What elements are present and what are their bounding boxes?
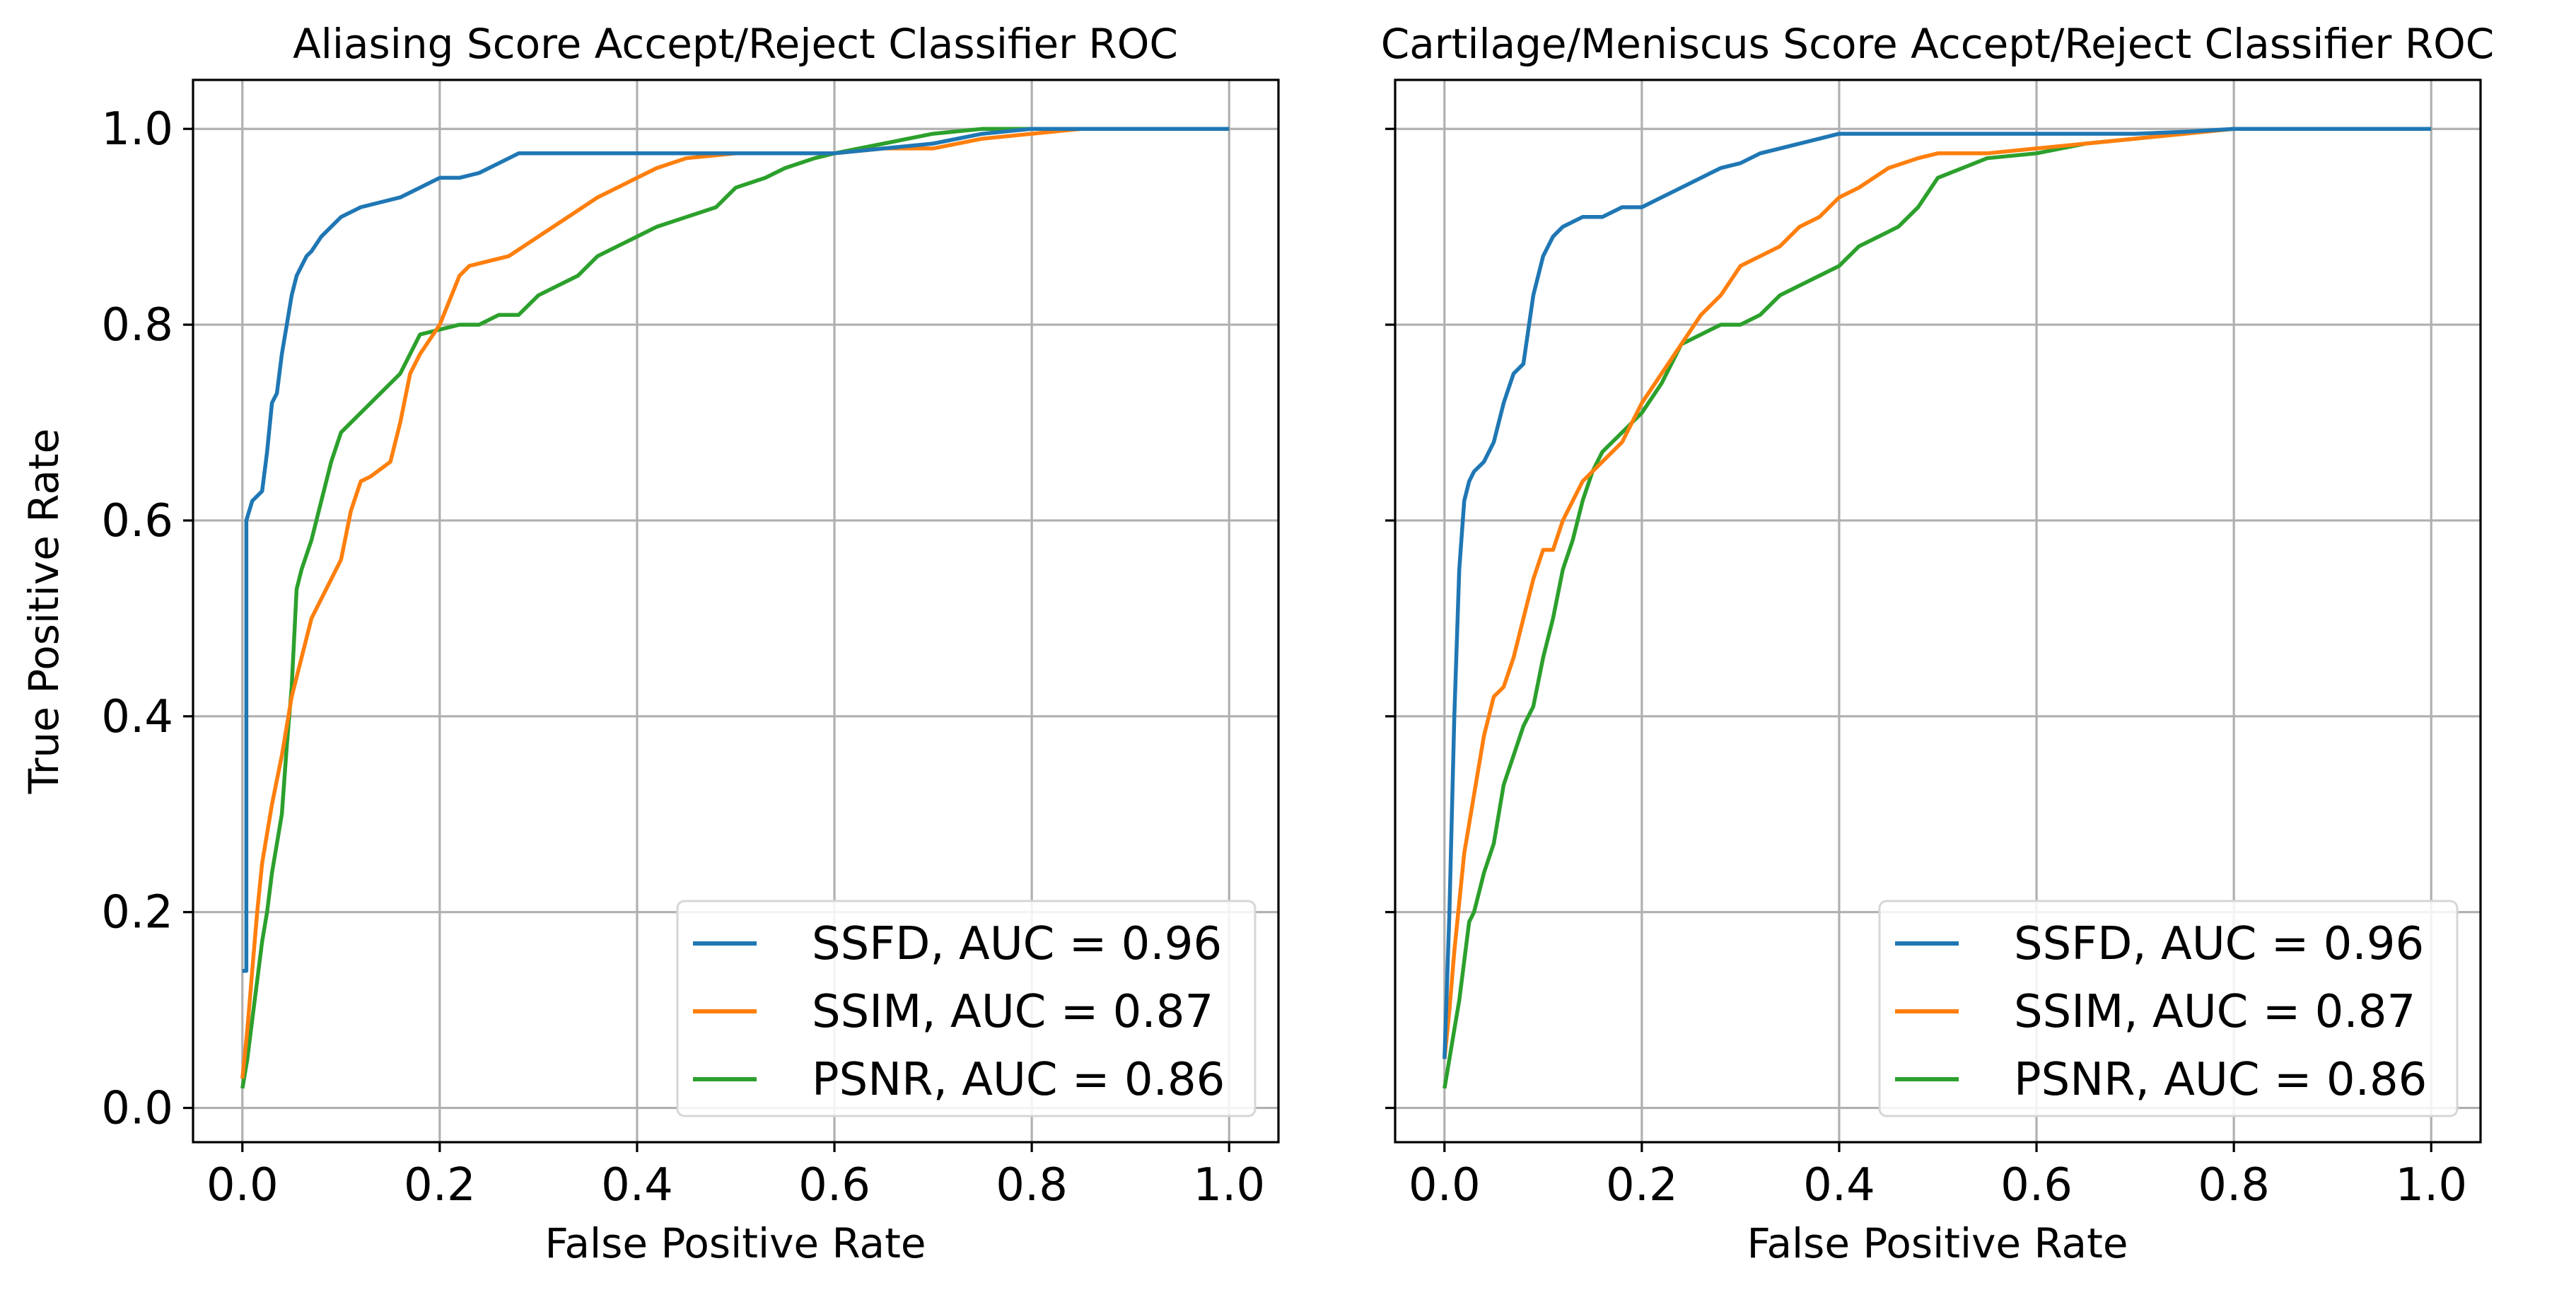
legend-label: PSNR, AUC = 0.86 — [2014, 1054, 2427, 1106]
ticks: 0.0 0.2 0.4 0.6 0.8 1.0 — [1385, 127, 2467, 1211]
y-axis-label: True Positive Rate — [20, 429, 68, 795]
series-group — [1443, 127, 2432, 1089]
chart-cartilage-meniscus-roc: Cartilage/Meniscus Score Accept/Reject C… — [1381, 20, 2495, 1267]
legend-frame — [676, 900, 1257, 1117]
x-tick-label: 1.0 — [2395, 1159, 2467, 1211]
y-tick-label: 0.0 — [101, 1083, 173, 1135]
x-tick-label: 0.0 — [1409, 1159, 1481, 1211]
y-tick-label: 1.0 — [101, 103, 173, 156]
series-group — [240, 127, 1230, 1089]
legend-label: SSFD, AUC = 0.96 — [812, 918, 1222, 970]
series-line-psnr — [240, 127, 1230, 1089]
x-tick-label: 0.8 — [996, 1159, 1068, 1211]
y-tick-label: 0.4 — [101, 691, 173, 743]
legend-label: PSNR, AUC = 0.86 — [812, 1054, 1225, 1106]
x-tick-label: 0.0 — [206, 1159, 279, 1211]
x-tick-label: 0.2 — [404, 1159, 476, 1211]
chart-title: Cartilage/Meniscus Score Accept/Reject C… — [1381, 20, 2495, 68]
legend-label: SSIM, AUC = 0.87 — [2014, 986, 2415, 1038]
series-line-ssfd — [1443, 127, 2432, 1059]
x-tick-label: 0.8 — [2198, 1159, 2270, 1211]
plot-frame — [1394, 79, 2482, 1144]
x-axis-label: False Positive Rate — [544, 1219, 926, 1267]
legend: SSFD, AUC = 0.96 SSIM, AUC = 0.87 PSNR, AU… — [676, 900, 1257, 1117]
x-tick-label: 0.4 — [1803, 1159, 1875, 1211]
legend-label: SSFD, AUC = 0.96 — [2014, 918, 2424, 970]
x-tick-label: 0.2 — [1606, 1159, 1678, 1211]
chart-aliasing-roc: Aliasing Score Accept/Reject Classifier … — [20, 20, 1280, 1267]
series-line-ssfd — [242, 127, 1230, 973]
x-tick-label: 0.4 — [601, 1159, 673, 1211]
plot-frame — [192, 79, 1280, 1144]
chart-title: Aliasing Score Accept/Reject Classifier … — [293, 20, 1178, 68]
x-tick-label: 1.0 — [1193, 1159, 1265, 1211]
series-line-psnr — [1443, 127, 2432, 1089]
legend-frame — [1878, 900, 2459, 1117]
legend: SSFD, AUC = 0.96 SSIM, AUC = 0.87 PSNR, AU… — [1878, 900, 2459, 1117]
y-tick-label: 0.8 — [101, 299, 173, 351]
legend-label: SSIM, AUC = 0.87 — [812, 986, 1213, 1038]
y-tick-label: 0.6 — [101, 495, 173, 547]
x-axis-label: False Positive Rate — [1747, 1219, 2128, 1267]
series-line-ssim — [1443, 127, 2432, 1059]
y-tick-label: 0.2 — [101, 887, 173, 939]
x-tick-label: 0.6 — [2000, 1159, 2073, 1211]
x-tick-label: 0.6 — [798, 1159, 870, 1211]
ticks: 0.0 0.2 0.4 0.6 0.8 1.0 0.0 0.2 0.4 0.6 0.8 1.0 — [101, 103, 1265, 1211]
